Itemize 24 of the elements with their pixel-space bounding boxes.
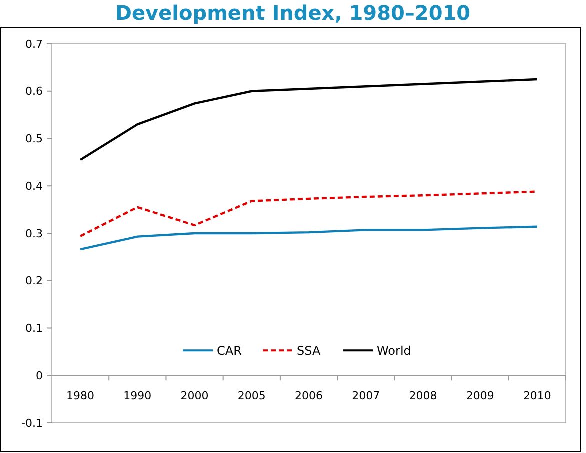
legend-label: World — [377, 344, 412, 358]
x-tick-label: 1990 — [124, 390, 152, 403]
x-tick-label: 2010 — [523, 390, 552, 403]
x-tick-label: 2009 — [466, 390, 494, 403]
y-tick-label: 0.1 — [26, 322, 43, 336]
y-tick-label: 0.6 — [26, 85, 43, 98]
x-tick-label: 2008 — [409, 390, 438, 403]
line-series — [79, 226, 539, 251]
y-tick-label: 0.4 — [26, 180, 43, 193]
y-tick-label: 0.2 — [26, 274, 43, 288]
legend-label: SSA — [297, 344, 322, 358]
y-tick-label: 0 — [36, 369, 43, 382]
y-tick-label: 0.5 — [26, 132, 43, 146]
y-tick-label: 0.3 — [26, 227, 43, 240]
y-tick-label: 0.7 — [26, 38, 43, 51]
chart-title: Development Index, 1980–2010 — [115, 1, 471, 25]
y-tick-label: -0.1 — [22, 416, 43, 430]
legend-label: CAR — [217, 344, 242, 358]
x-tick-label: 2005 — [238, 390, 266, 403]
x-tick-label: 2007 — [352, 390, 380, 403]
x-tick-label: 2000 — [180, 390, 209, 403]
x-tick-label: 1980 — [66, 390, 95, 403]
line-series — [79, 78, 539, 162]
x-tick-label: 2006 — [295, 390, 323, 403]
